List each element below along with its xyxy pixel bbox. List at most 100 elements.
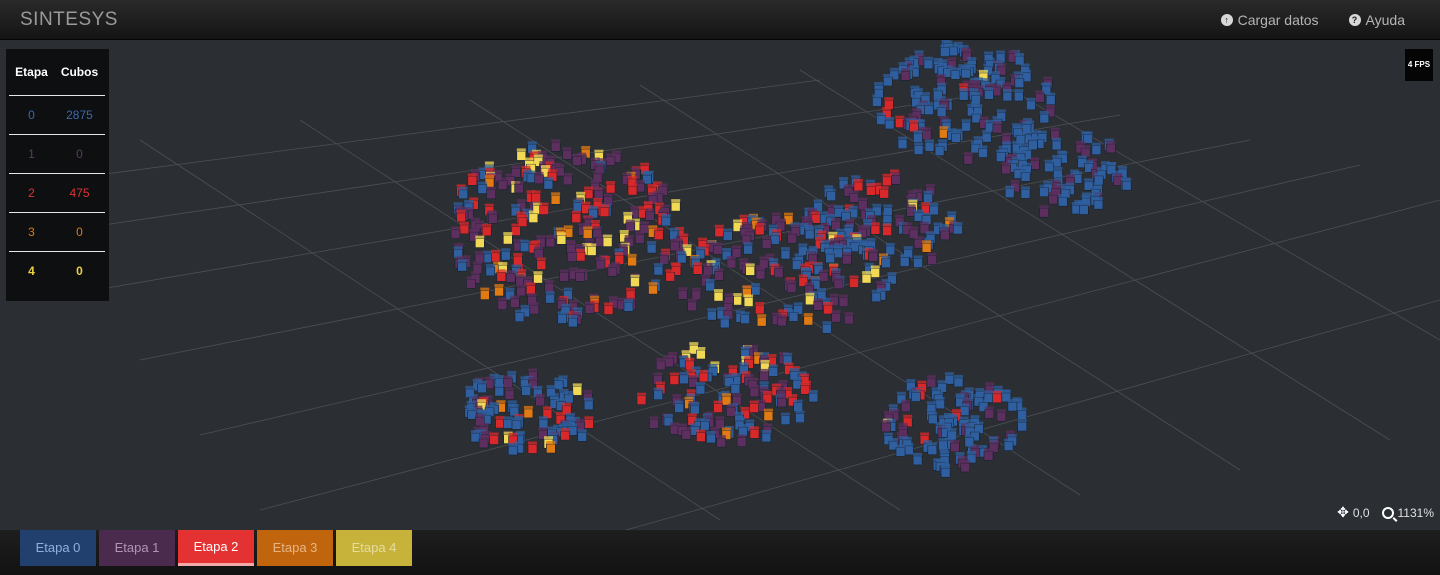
- voxel-cube-top: [1017, 407, 1027, 411]
- voxel-cube: [630, 277, 640, 287]
- voxel-cube-top: [998, 145, 1008, 149]
- voxel-cube: [776, 316, 787, 327]
- voxel-cube: [719, 318, 730, 329]
- voxel-cube-top: [924, 237, 934, 241]
- voxel-cube: [871, 292, 882, 303]
- voxel-cube-top: [514, 432, 524, 436]
- voxel-cube: [844, 314, 854, 325]
- voxel-cube-top: [921, 202, 931, 206]
- voxel-cube: [477, 383, 487, 394]
- voxel-cube-top: [475, 235, 485, 239]
- voxel-cube: [1002, 91, 1013, 102]
- voxel-cube-top: [558, 375, 568, 379]
- voxel-cube-top: [1079, 202, 1089, 206]
- view-status: ✥ 0,0 1131%: [1337, 504, 1434, 521]
- voxel-cube-top: [772, 312, 782, 316]
- voxel-cube-top: [804, 261, 814, 265]
- voxel-cube-top: [960, 460, 970, 463]
- voxel-cube-top: [940, 44, 950, 48]
- voxel-cube-top: [798, 243, 808, 247]
- voxel-cube-top: [614, 248, 624, 252]
- voxel-cube-top: [886, 419, 896, 423]
- voxel-cube-top: [559, 269, 569, 273]
- voxel-cube-top: [1118, 165, 1128, 169]
- voxel-cube-top: [511, 264, 521, 268]
- voxel-cube-top: [665, 269, 675, 273]
- voxel-cube-top: [870, 265, 880, 269]
- voxel-cube-top: [1077, 200, 1087, 204]
- voxel-cube-top: [741, 232, 751, 236]
- voxel-cube-top: [830, 238, 840, 241]
- voxel-cube: [670, 201, 681, 212]
- voxel-cube: [479, 290, 490, 300]
- app-brand[interactable]: SINTESYS: [20, 9, 118, 30]
- voxel-cube: [787, 233, 797, 244]
- voxel-cube-top: [1090, 193, 1100, 197]
- grid-line: [199, 164, 1361, 436]
- 3d-viewport[interactable]: [0, 40, 1440, 530]
- voxel-cube-top: [710, 361, 720, 365]
- voxel-cube-top: [749, 384, 759, 388]
- voxel-cube-top: [781, 247, 790, 251]
- move-icon[interactable]: ✥: [1337, 504, 1349, 520]
- voxel-scene[interactable]: [0, 40, 1440, 530]
- tab-etapa-2[interactable]: Etapa 2: [178, 530, 254, 566]
- voxel-cube-top: [526, 161, 536, 165]
- voxel-cube-top: [926, 408, 936, 412]
- voxel-cube: [529, 304, 540, 315]
- voxel-cube: [458, 189, 469, 200]
- voxel-cube: [1051, 140, 1062, 151]
- voxel-cube-top: [539, 161, 549, 164]
- voxel-cube-top: [455, 256, 464, 260]
- voxel-cube: [849, 278, 859, 288]
- voxel-cube-top: [515, 273, 525, 277]
- voxel-cube-top: [947, 427, 957, 431]
- voxel-cube-top: [841, 209, 851, 212]
- voxel-cube-top: [607, 264, 617, 268]
- voxel-cube-top: [577, 152, 587, 156]
- voxel-cube-top: [914, 209, 924, 213]
- voxel-cube-top: [576, 191, 586, 195]
- voxel-cube: [1013, 91, 1024, 102]
- voxel-cube-top: [1084, 178, 1094, 182]
- voxel-cube-top: [661, 248, 671, 252]
- voxel-cube-top: [584, 238, 594, 242]
- voxel-cube-top: [523, 276, 533, 280]
- voxel-cube-top: [1084, 160, 1094, 164]
- voxel-cube-top: [654, 190, 663, 194]
- help-link[interactable]: ? Ayuda: [1348, 12, 1405, 28]
- voxel-cube: [992, 393, 1003, 404]
- voxel-cube: [481, 226, 492, 237]
- voxel-cube-top: [872, 94, 882, 98]
- voxel-cube-top: [814, 234, 824, 238]
- voxel-cube-top: [508, 432, 518, 436]
- tab-etapa-0[interactable]: Etapa 0: [20, 530, 96, 566]
- tab-etapa-4[interactable]: Etapa 4: [336, 530, 412, 566]
- voxel-cube-top: [518, 214, 527, 218]
- voxel-cube-top: [485, 168, 495, 171]
- voxel-cube-top: [765, 253, 775, 257]
- voxel-cube: [653, 390, 664, 401]
- voxel-cube-top: [783, 352, 793, 356]
- voxel-cube-top: [842, 252, 852, 256]
- voxel-cube-top: [748, 377, 758, 381]
- tab-etapa-1[interactable]: Etapa 1: [99, 530, 175, 566]
- voxel-cube-top: [925, 183, 935, 187]
- voxel-cube: [691, 290, 702, 301]
- load-data-link[interactable]: ↑ Cargar datos: [1220, 12, 1319, 28]
- voxel-cube-top: [572, 383, 582, 387]
- tab-etapa-3[interactable]: Etapa 3: [257, 530, 333, 566]
- voxel-cube-top: [653, 263, 663, 267]
- voxel-cube-top: [681, 427, 691, 431]
- voxel-cube-top: [996, 109, 1006, 113]
- voxel-cube-top: [699, 369, 709, 373]
- voxel-cube-top: [546, 441, 556, 444]
- voxel-cube: [635, 234, 645, 244]
- voxel-cube: [749, 387, 760, 398]
- zoom-icon[interactable]: [1381, 506, 1394, 519]
- voxel-cube-top: [751, 217, 761, 221]
- voxel-cube-top: [556, 227, 566, 231]
- voxel-cube: [761, 239, 772, 249]
- voxel-cube: [899, 257, 910, 267]
- voxel-cube-top: [927, 442, 937, 446]
